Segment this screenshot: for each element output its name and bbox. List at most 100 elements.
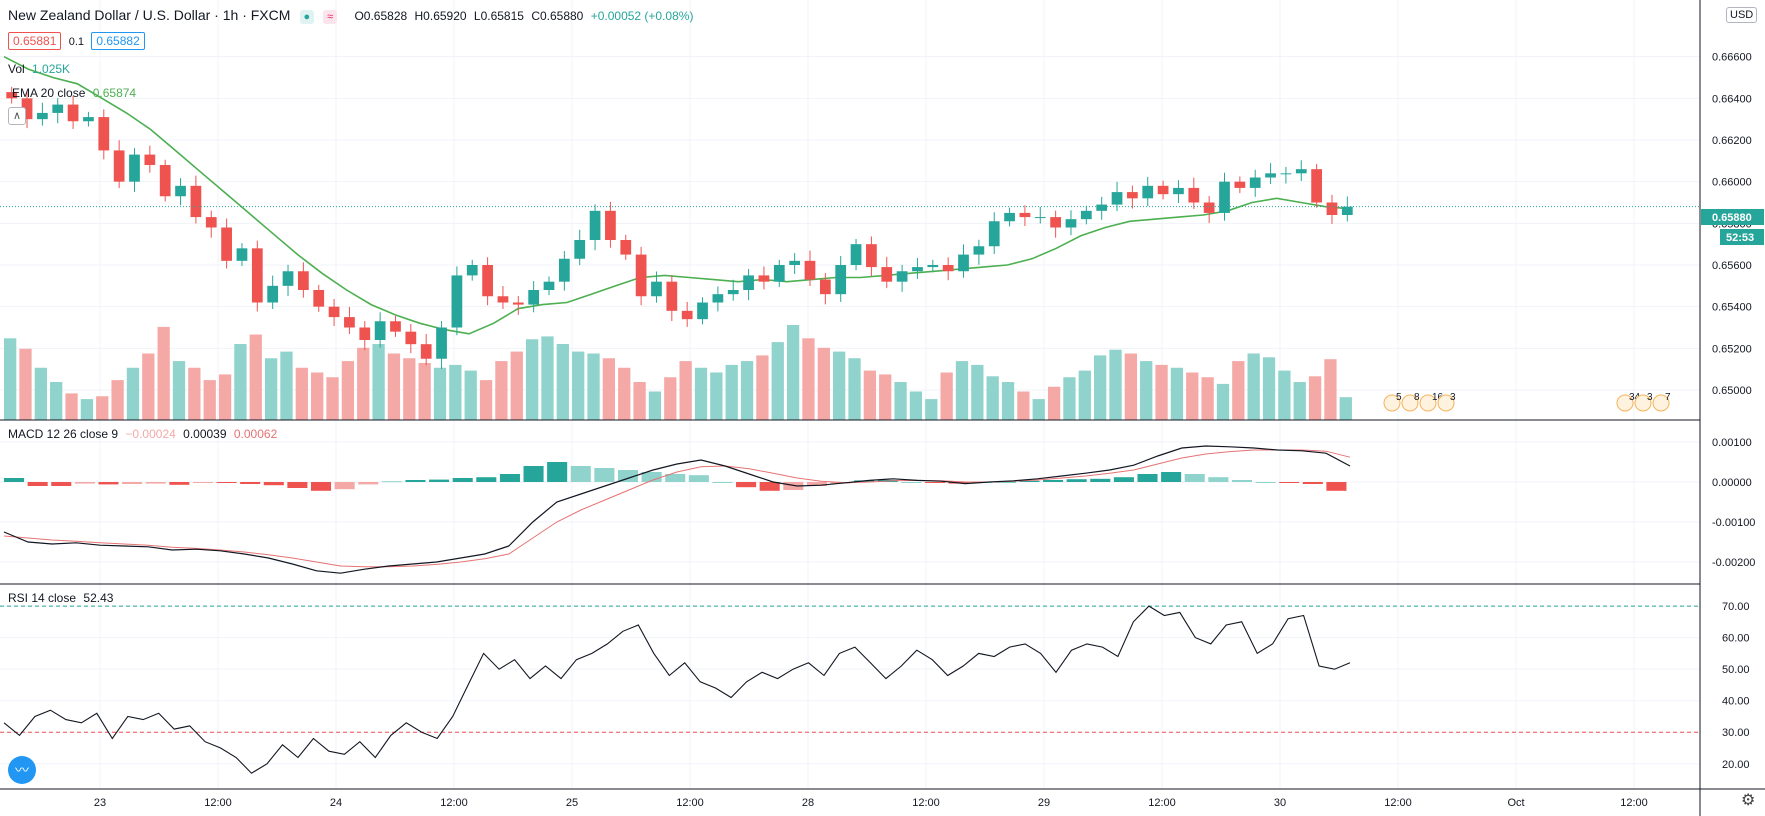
volume-bar bbox=[848, 358, 861, 420]
candle-body bbox=[1295, 169, 1307, 174]
candle-body bbox=[881, 267, 893, 282]
macd-hist-bar bbox=[429, 479, 450, 482]
symbol-title[interactable]: New Zealand Dollar / U.S. Dollar · 1h · … bbox=[8, 7, 291, 23]
macd-line bbox=[3, 445, 1351, 574]
price-axis-label: 0.65400 bbox=[1712, 302, 1752, 314]
volume-bar bbox=[710, 372, 723, 420]
candle-body bbox=[1203, 202, 1215, 213]
candle-body bbox=[1034, 217, 1046, 219]
volume-bar bbox=[172, 361, 186, 420]
volume-bar bbox=[203, 380, 216, 420]
candle-body bbox=[436, 327, 447, 359]
volume-bar bbox=[19, 348, 32, 420]
last-price-tag-text: 0.65880 bbox=[1712, 212, 1752, 224]
candle-body bbox=[712, 294, 724, 303]
collapse-legend-button[interactable]: ∧ bbox=[8, 107, 26, 125]
currency-button[interactable]: USD bbox=[1726, 7, 1758, 23]
volume-bar bbox=[1201, 377, 1214, 420]
rsi-pane[interactable] bbox=[0, 605, 1700, 774]
event-flag-icon[interactable] bbox=[1419, 394, 1437, 412]
rsi-legend-title: RSI 14 close bbox=[8, 591, 77, 605]
event-markers[interactable]: 5 8 16 3 34 3 7 bbox=[1383, 392, 1671, 412]
candle-body bbox=[804, 260, 816, 280]
tradingview-logo-icon[interactable]: 〰 bbox=[8, 756, 36, 784]
settings-gear-icon[interactable]: ⚙ bbox=[1741, 792, 1756, 809]
time-axis[interactable]: 23 12:00 24 12:00 25 12:00 28 12:00 29 12:00 30 12:… bbox=[94, 797, 1648, 809]
ohlc-open: O0.65828 bbox=[354, 9, 408, 23]
macd-axis-label: 0.00000 bbox=[1712, 477, 1752, 489]
macd-hist-bar bbox=[1161, 472, 1182, 482]
volume-bar bbox=[879, 374, 892, 420]
volume-bar bbox=[357, 347, 370, 420]
event-flag-icon[interactable] bbox=[1437, 394, 1455, 412]
macd-hist-bar bbox=[712, 482, 733, 483]
time-axis-label: 12:00 bbox=[1384, 797, 1412, 809]
rsi-legend[interactable]: RSI 14 close 52.43 bbox=[8, 591, 117, 605]
macd-hist-bar bbox=[1066, 479, 1087, 482]
candle-body bbox=[98, 117, 110, 151]
price-axis-label: 0.65000 bbox=[1712, 385, 1752, 397]
macd-hist-bar bbox=[452, 478, 473, 482]
volume-bar bbox=[372, 344, 385, 420]
event-flag-icon[interactable] bbox=[1383, 394, 1401, 412]
volume-bar bbox=[694, 367, 708, 420]
time-axis-label: 12:00 bbox=[204, 797, 232, 809]
candle-body bbox=[1249, 177, 1261, 188]
candle-body bbox=[635, 254, 647, 297]
candle-body bbox=[681, 310, 693, 320]
market-open-icon[interactable]: ● bbox=[299, 10, 314, 24]
event-count: 5 bbox=[1396, 392, 1402, 403]
macd-hist-bar bbox=[240, 482, 261, 484]
candle-body bbox=[37, 112, 48, 120]
volume-bar bbox=[1155, 364, 1168, 420]
sell-button[interactable]: 0.65881 bbox=[8, 32, 62, 50]
candle-body bbox=[313, 290, 325, 307]
event-count: 7 bbox=[1665, 392, 1671, 403]
event-flag-icon[interactable] bbox=[1616, 394, 1634, 412]
event-count: 8 bbox=[1414, 392, 1420, 403]
trade-buttons: 0.65881 0.1 0.65882 bbox=[8, 32, 149, 50]
macd-hist-bar bbox=[287, 482, 308, 488]
macd-hist-bar bbox=[98, 482, 119, 485]
candle-body bbox=[651, 281, 662, 297]
macd-legend[interactable]: MACD 12 26 close 9 −0.00024 0.00039 0.00… bbox=[8, 427, 281, 441]
macd-legend-macd: 0.00039 bbox=[183, 427, 227, 441]
volume-legend-name: Vol bbox=[8, 62, 25, 76]
volume-legend[interactable]: Vol 1.025K bbox=[8, 62, 74, 76]
volume-legend-value: 1.025K bbox=[32, 62, 71, 76]
candle-body bbox=[67, 104, 79, 122]
macd-hist-bar bbox=[1326, 482, 1347, 491]
macd-pane[interactable] bbox=[3, 445, 1351, 574]
volume-bar bbox=[65, 393, 78, 420]
event-flag-icon[interactable] bbox=[1652, 394, 1670, 412]
rsi-axis-label: 20.00 bbox=[1722, 759, 1750, 771]
volume-bar bbox=[679, 361, 692, 420]
compare-icon[interactable]: ≈ bbox=[323, 10, 338, 24]
volume-bar bbox=[971, 364, 984, 420]
volume-bar bbox=[894, 382, 907, 420]
price-axis[interactable]: 0.650000.652000.654000.656000.658000.660… bbox=[1712, 52, 1755, 771]
candle-body bbox=[144, 154, 156, 165]
price-pane[interactable] bbox=[0, 55, 1700, 420]
candle-body bbox=[758, 275, 770, 282]
volume-bar bbox=[111, 380, 124, 420]
volume-bar bbox=[618, 367, 631, 420]
volume-bar bbox=[1232, 361, 1245, 420]
volume-bar bbox=[1047, 386, 1061, 420]
time-axis-label: 12:00 bbox=[1148, 797, 1176, 809]
volume-bar bbox=[387, 353, 401, 420]
ema-legend[interactable]: EMA 20 close 0.65874 bbox=[8, 86, 140, 100]
macd-hist-bar bbox=[499, 474, 520, 482]
symbol-legend[interactable]: New Zealand Dollar / U.S. Dollar · 1h · … bbox=[8, 7, 697, 24]
candle-body bbox=[528, 290, 540, 305]
macd-hist-bar bbox=[122, 482, 143, 484]
event-flag-icon[interactable] bbox=[1401, 394, 1419, 412]
volume-bar bbox=[940, 372, 953, 420]
volume-bar bbox=[863, 370, 877, 420]
volume-bar bbox=[4, 338, 17, 420]
volume-bar bbox=[510, 351, 523, 420]
event-flag-icon[interactable] bbox=[1634, 394, 1652, 412]
buy-button[interactable]: 0.65882 bbox=[91, 32, 145, 50]
